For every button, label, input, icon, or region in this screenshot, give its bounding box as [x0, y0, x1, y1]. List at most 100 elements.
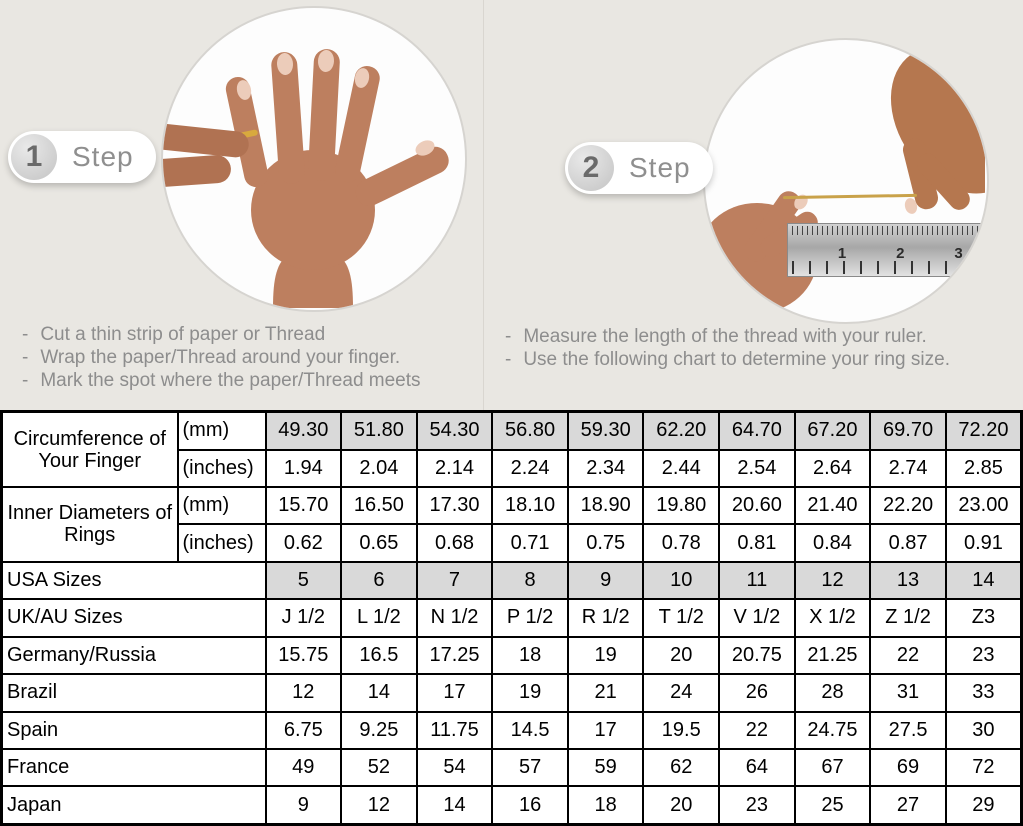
row-label: Spain — [0, 710, 267, 750]
size-value-cell: 6.75 — [264, 710, 343, 750]
table-row: UK/AU Sizes J 1/2 L 1/2 N 1/2 P 1/2 R 1/2 T 1/… — [0, 598, 1023, 638]
size-value-cell: 23 — [944, 635, 1023, 676]
table-row: (inches) 0.62 0.65 0.68 0.71 0.75 0.78 0.81 0.84… — [2, 523, 1023, 563]
size-value-cell: 59.30 — [566, 410, 645, 451]
size-value-cell: 62.20 — [642, 410, 721, 451]
size-value-cell: 16.5 — [340, 635, 418, 676]
size-value-cell: 67 — [793, 747, 872, 788]
row-label: UK/AU Sizes — [0, 598, 267, 638]
size-value-cell: 17 — [415, 673, 494, 713]
step2-badge: 2 Step — [565, 142, 713, 194]
size-value-cell: P 1/2 — [491, 598, 569, 638]
size-value-cell: 0.78 — [642, 523, 721, 563]
size-value-cell: 49.30 — [264, 410, 343, 451]
size-value-cell: Z3 — [944, 598, 1023, 638]
hand-with-ring-illustration-icon — [163, 49, 449, 308]
table-row: France 49 52 54 57 59 62 64 67 69 72 — [0, 747, 1023, 788]
size-value-cell: 20 — [642, 785, 721, 826]
size-value-cell: 12 — [340, 785, 418, 826]
ruler-icon: 1 2 3 — [787, 223, 987, 277]
size-value-cell: 54 — [415, 747, 494, 788]
table-row: USA Sizes 5 6 7 8 9 10 11 12 13 14 — [0, 560, 1023, 601]
size-value-cell: 22 — [718, 710, 796, 750]
size-value-cell: 19 — [491, 673, 569, 713]
table-row: Japan 9 12 14 16 18 20 23 25 27 29 — [0, 785, 1023, 826]
table-row: Germany/Russia 15.75 16.5 17.25 18 19 20 20.75 2… — [0, 635, 1023, 676]
table-row: (inches) 1.94 2.04 2.14 2.24 2.34 2.44 2.54 2.64… — [2, 448, 1023, 489]
size-value-cell: 51.80 — [340, 410, 418, 451]
size-chart-table: Circumference of Your Finger (mm) 49.30 51.… — [0, 410, 1023, 826]
row-label: Circumference of Your Finger — [0, 410, 179, 489]
step2-instructions: Measure the length of the thread with yo… — [505, 325, 950, 371]
size-value-cell: 26 — [718, 673, 796, 713]
size-value-cell: 11.75 — [415, 710, 494, 750]
step2-number-icon: 2 — [568, 145, 614, 191]
size-value-cell: 0.87 — [869, 523, 947, 563]
size-value-cell: 16 — [491, 785, 569, 826]
row-unit: (mm) — [176, 486, 267, 526]
size-value-cell: 2.85 — [944, 448, 1023, 489]
size-value-cell: 14 — [415, 785, 494, 826]
size-value-cell: 2.34 — [566, 448, 645, 489]
size-value-cell: 2.04 — [340, 448, 418, 489]
size-value-cell: J 1/2 — [264, 598, 343, 638]
hands-measuring-illustration-icon — [705, 46, 985, 313]
panel-divider — [483, 0, 484, 410]
size-value-cell: 0.65 — [340, 523, 418, 563]
size-value-cell: 14.5 — [491, 710, 569, 750]
row-label: USA Sizes — [0, 560, 267, 601]
size-value-cell: 19.5 — [642, 710, 721, 750]
size-value-cell: 6 — [340, 560, 418, 601]
size-value-cell: 21 — [566, 673, 645, 713]
size-value-cell: V 1/2 — [718, 598, 796, 638]
size-value-cell: 24.75 — [793, 710, 872, 750]
size-value-cell: 1.94 — [264, 448, 343, 489]
size-value-cell: 69 — [869, 747, 947, 788]
size-value-cell: 22 — [869, 635, 947, 676]
size-value-cell: 20 — [642, 635, 721, 676]
size-value-cell: 12 — [264, 673, 343, 713]
size-value-cell: 7 — [415, 560, 494, 601]
row-label: Germany/Russia — [0, 635, 267, 676]
size-value-cell: 20.75 — [718, 635, 796, 676]
table-row: Spain 6.75 9.25 11.75 14.5 17 19.5 22 24.75 27.5 3… — [0, 710, 1023, 750]
size-value-cell: R 1/2 — [566, 598, 645, 638]
size-value-cell: 9 — [264, 785, 343, 826]
size-value-cell: 0.91 — [944, 523, 1023, 563]
step2-label: Step — [629, 152, 691, 183]
step1-photo-circle — [161, 6, 467, 312]
size-value-cell: 69.70 — [869, 410, 947, 451]
size-value-cell: 16.50 — [340, 486, 418, 526]
instruction-item: Measure the length of the thread with yo… — [505, 325, 950, 348]
size-value-cell: 0.84 — [793, 523, 872, 563]
size-value-cell: Z 1/2 — [869, 598, 947, 638]
size-value-cell: 64 — [718, 747, 796, 788]
size-value-cell: 18 — [491, 635, 569, 676]
size-value-cell: 0.81 — [718, 523, 796, 563]
row-label: Brazil — [0, 673, 267, 713]
size-value-cell: 19 — [566, 635, 645, 676]
table-row: Circumference of Your Finger (mm) 49.30 51.… — [0, 410, 1023, 489]
size-value-cell: 54.30 — [415, 410, 494, 451]
size-value-cell: 64.70 — [718, 410, 796, 451]
size-value-cell: 2.64 — [793, 448, 872, 489]
size-value-cell: 19.80 — [642, 486, 721, 526]
step1-instructions: Cut a thin strip of paper or Thread Wrap… — [22, 323, 420, 392]
size-value-cell: 27 — [869, 785, 947, 826]
size-value-cell: 56.80 — [491, 410, 569, 451]
size-value-cell: 8 — [491, 560, 569, 601]
size-value-cell: 17 — [566, 710, 645, 750]
size-value-cell: 18 — [566, 785, 645, 826]
size-value-cell: 9 — [566, 560, 645, 601]
size-value-cell: X 1/2 — [793, 598, 872, 638]
size-value-cell: 11 — [718, 560, 796, 601]
step1-number-icon: 1 — [11, 134, 57, 180]
size-value-cell: L 1/2 — [340, 598, 418, 638]
size-value-cell: 12 — [793, 560, 872, 601]
size-value-cell: 0.71 — [491, 523, 569, 563]
size-value-cell: 31 — [869, 673, 947, 713]
size-value-cell: 21.25 — [793, 635, 872, 676]
size-value-cell: 15.70 — [264, 486, 343, 526]
instructions-section: 1 Step Cut a thin strip of paper or Thre… — [0, 0, 1023, 410]
size-value-cell: 14 — [340, 673, 418, 713]
